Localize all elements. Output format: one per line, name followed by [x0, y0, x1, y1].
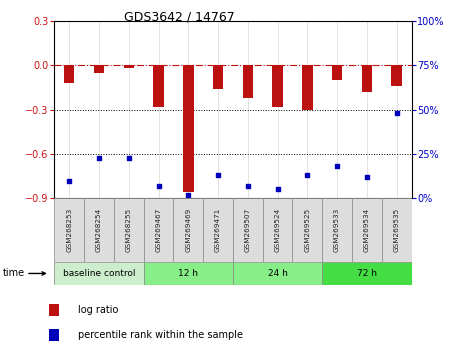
FancyBboxPatch shape: [84, 198, 114, 262]
Text: 24 h: 24 h: [268, 269, 288, 278]
Bar: [153, 65, 164, 107]
Text: time: time: [2, 268, 25, 279]
Bar: [362, 65, 372, 92]
FancyBboxPatch shape: [114, 198, 144, 262]
FancyBboxPatch shape: [352, 198, 382, 262]
Point: [65, 178, 73, 183]
FancyBboxPatch shape: [174, 198, 203, 262]
Point: [244, 183, 252, 189]
FancyBboxPatch shape: [263, 198, 292, 262]
Text: GSM268255: GSM268255: [126, 208, 132, 252]
Bar: [183, 65, 193, 192]
Bar: [213, 65, 223, 89]
Point: [304, 172, 311, 178]
Bar: [243, 65, 253, 98]
FancyBboxPatch shape: [233, 198, 263, 262]
FancyBboxPatch shape: [292, 198, 322, 262]
FancyBboxPatch shape: [322, 198, 352, 262]
Bar: [123, 65, 134, 68]
FancyBboxPatch shape: [144, 198, 174, 262]
FancyBboxPatch shape: [233, 262, 322, 285]
FancyBboxPatch shape: [144, 262, 233, 285]
Point: [214, 172, 222, 178]
Point: [184, 192, 192, 198]
Text: percentile rank within the sample: percentile rank within the sample: [78, 330, 243, 340]
Point: [333, 164, 341, 169]
Text: GSM269507: GSM269507: [245, 208, 251, 252]
Bar: [332, 65, 342, 80]
Text: 12 h: 12 h: [178, 269, 198, 278]
Text: 72 h: 72 h: [357, 269, 377, 278]
Point: [95, 155, 103, 160]
Point: [125, 155, 132, 160]
Bar: [392, 65, 402, 86]
Text: GSM268253: GSM268253: [66, 208, 72, 252]
Text: GSM269524: GSM269524: [275, 208, 280, 252]
Text: log ratio: log ratio: [78, 305, 118, 315]
Text: GSM269525: GSM269525: [304, 208, 310, 252]
FancyBboxPatch shape: [382, 198, 412, 262]
Bar: [49, 329, 59, 341]
Text: GSM269469: GSM269469: [185, 208, 191, 252]
Text: GSM269534: GSM269534: [364, 208, 370, 252]
Bar: [64, 65, 74, 83]
Text: GSM269535: GSM269535: [394, 208, 400, 252]
FancyBboxPatch shape: [54, 198, 84, 262]
Point: [155, 183, 162, 189]
Bar: [302, 65, 313, 110]
FancyBboxPatch shape: [322, 262, 412, 285]
Text: baseline control: baseline control: [63, 269, 135, 278]
Point: [363, 174, 371, 180]
Point: [393, 110, 401, 116]
Text: GSM269471: GSM269471: [215, 208, 221, 252]
Bar: [49, 304, 59, 316]
FancyBboxPatch shape: [54, 262, 144, 285]
FancyBboxPatch shape: [203, 198, 233, 262]
Text: GSM269533: GSM269533: [334, 208, 340, 252]
Text: GSM269467: GSM269467: [156, 208, 162, 252]
Text: GDS3642 / 14767: GDS3642 / 14767: [124, 11, 235, 24]
Point: [274, 187, 281, 192]
Bar: [94, 65, 104, 73]
Bar: [272, 65, 283, 107]
Text: GSM268254: GSM268254: [96, 208, 102, 252]
